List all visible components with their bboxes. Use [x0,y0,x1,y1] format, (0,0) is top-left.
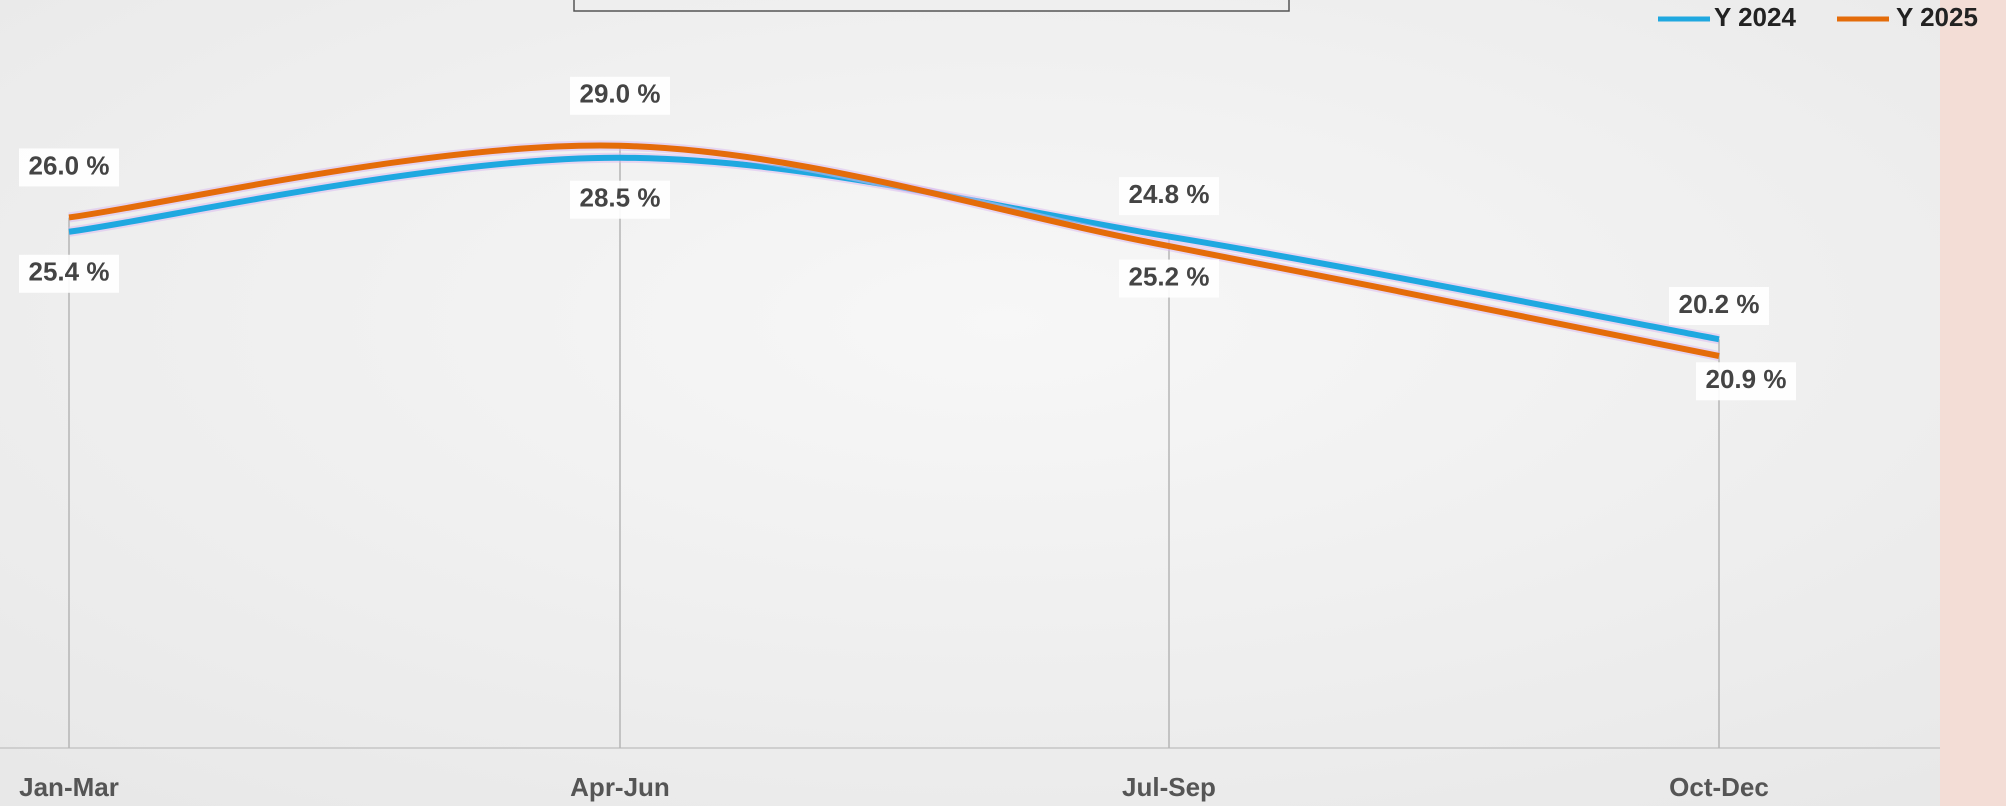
x-tick-label: Jan-Mar [19,772,119,802]
data-label: 25.2 % [1129,261,1210,291]
x-tick-label: Apr-Jun [570,772,670,802]
legend-label: Y 2025 [1896,2,1978,32]
data-label: 29.0 % [580,79,661,109]
x-tick-label: Oct-Dec [1669,772,1769,802]
data-label: 24.8 % [1129,179,1210,209]
chart: Jan-Mar Apr-Jun Jul-Sep Oct-Dec 25.4 % 28.5 %… [0,0,2006,806]
curtain-decoration [1940,0,2006,806]
data-label: 26.0 % [29,150,110,180]
data-label: 20.2 % [1679,289,1760,319]
legend-label: Y 2024 [1714,2,1796,32]
background [0,0,2006,806]
x-tick-label: Jul-Sep [1122,772,1216,802]
data-label: 25.4 % [29,257,110,287]
data-label: 20.9 % [1706,364,1787,394]
data-label: 28.5 % [580,183,661,213]
